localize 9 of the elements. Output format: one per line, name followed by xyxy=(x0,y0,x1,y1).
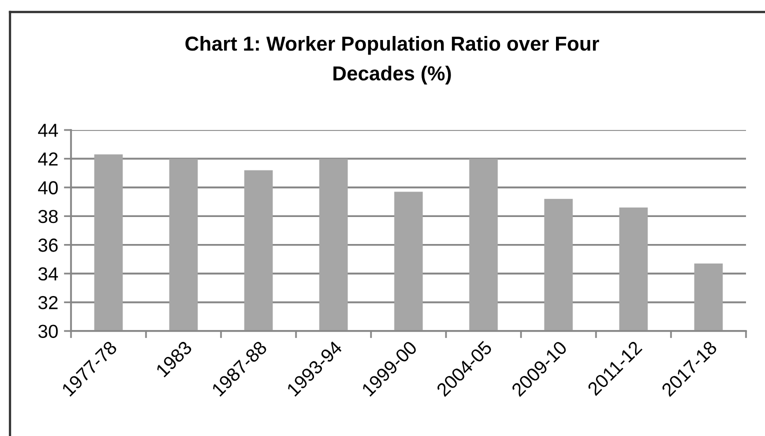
y-tick-label: 32 xyxy=(38,296,58,310)
y-tick-label: 38 xyxy=(38,210,58,224)
chart-title: Chart 1: Worker Population Ratio over Four Decades (%) xyxy=(185,36,600,84)
y-tick-label: 44 xyxy=(38,124,58,137)
y-tick-label: 34 xyxy=(38,267,58,281)
y-tick-label: 40 xyxy=(38,181,58,194)
y-tick-label: 42 xyxy=(38,152,58,166)
y-tick-label: 30 xyxy=(38,324,58,338)
y-tick-label: 36 xyxy=(38,238,58,252)
